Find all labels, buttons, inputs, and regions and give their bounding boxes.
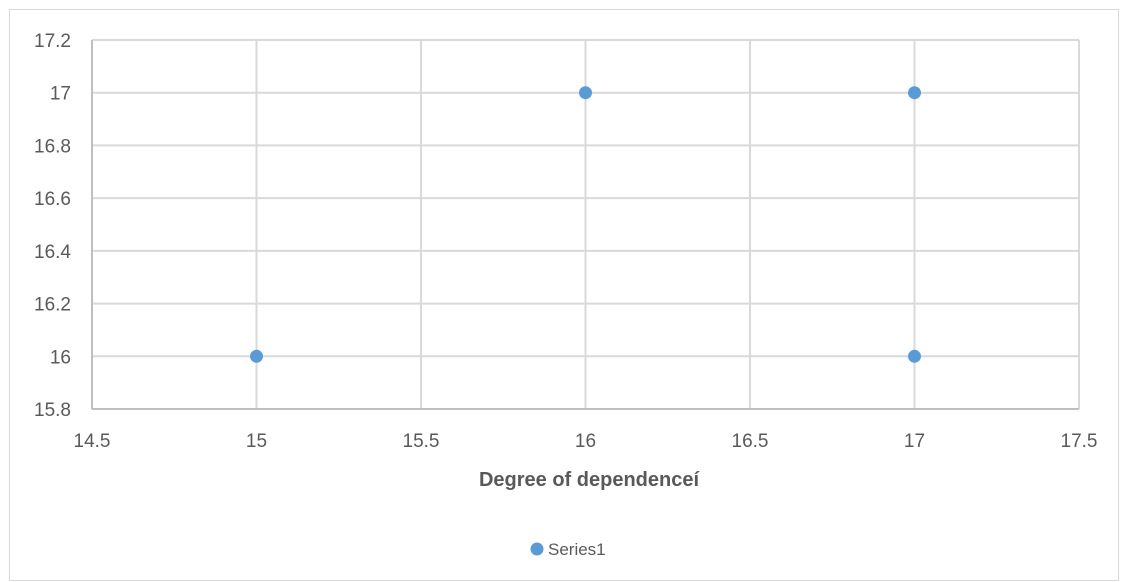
x-tick-labels: 14.5 15 15.5 16 16.5 17 17.5 (74, 431, 1098, 452)
y-tick-label: 16.6 (34, 189, 71, 210)
data-point[interactable] (579, 86, 592, 100)
x-tick-label: 15 (246, 431, 267, 452)
y-tick-labels: 15.8 16 16.2 16.4 16.6 16.8 17 17.2 (34, 31, 71, 421)
y-tick-label: 15.8 (34, 400, 71, 421)
x-tick-label: 15.5 (403, 431, 440, 452)
x-tick-label: 16.5 (732, 431, 769, 452)
data-point[interactable] (908, 86, 921, 100)
y-tick-label: 16.8 (34, 136, 71, 157)
y-tick-label: 16.4 (34, 242, 71, 263)
data-point[interactable] (250, 349, 263, 363)
legend[interactable]: Series1 (530, 540, 606, 559)
x-tick-label: 16 (575, 431, 596, 452)
x-axis-label: Degree of dependenceí (479, 469, 701, 491)
y-tick-label: 16 (50, 347, 71, 368)
chart-frame (9, 9, 1119, 581)
y-tick-label: 16.2 (34, 295, 71, 316)
y-tick-label: 17.2 (34, 31, 71, 52)
data-points (250, 86, 921, 363)
y-tick-label: 17 (50, 84, 71, 105)
x-tick-label: 17.5 (1061, 431, 1098, 452)
x-tick-label: 14.5 (74, 431, 111, 452)
x-tick-label: 17 (904, 431, 925, 452)
data-point[interactable] (908, 349, 921, 363)
axes (91, 40, 1079, 410)
legend-marker (530, 542, 544, 556)
legend-label-series1: Series1 (548, 540, 606, 559)
